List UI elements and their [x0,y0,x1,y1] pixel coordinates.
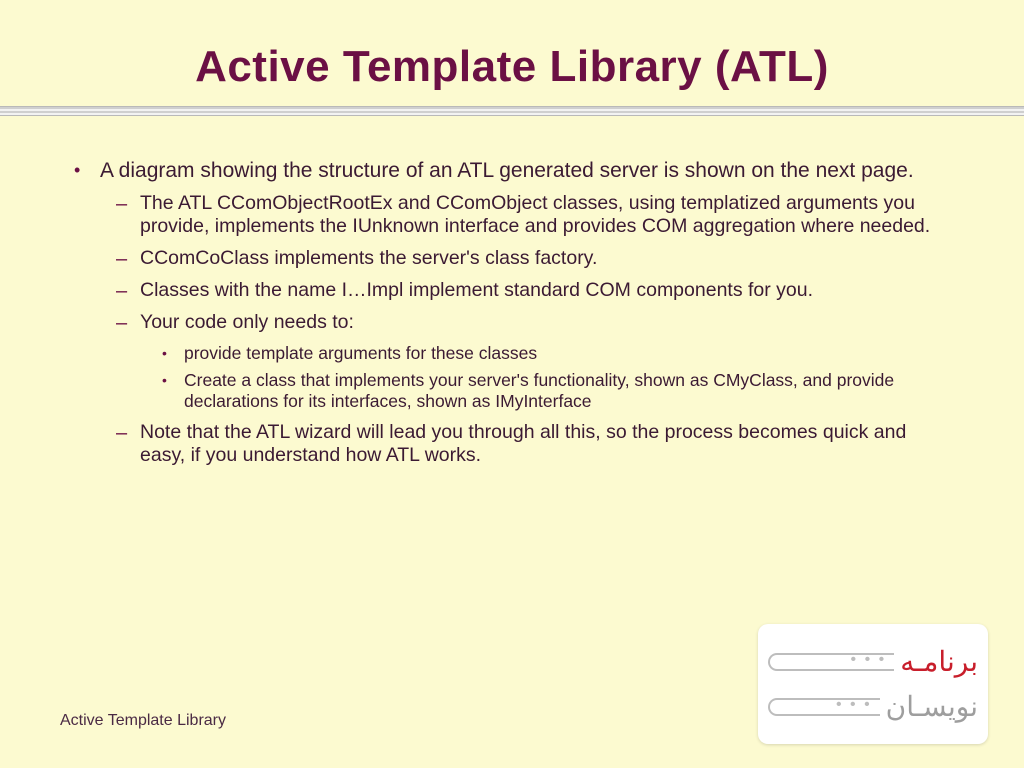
slide-title: Active Template Library (ATL) [0,42,1024,92]
bullet-l3: Create a class that implements your serv… [184,370,956,413]
logo-row-2: نویسـان [768,690,978,723]
bullet-l1: A diagram showing the structure of an AT… [100,158,956,184]
logo-dots-icon [768,653,894,671]
bullet-l2: Note that the ATL wizard will lead you t… [140,421,956,469]
title-divider [0,106,1024,116]
bullet-l2: Classes with the name I…Impl implement s… [140,279,956,303]
bullet-l3-group: provide template arguments for these cla… [140,343,956,413]
logo-dots-icon [768,698,880,716]
logo-text-2: نویسـان [886,690,978,723]
footer-left: Active Template Library [60,712,226,730]
logo-row-1: برنامـه [768,645,978,678]
bullet-l2: CComCoClass implements the server's clas… [140,247,956,271]
bullet-l2-group: The ATL CComObjectRootEx and CComObject … [100,192,956,469]
title-area: Active Template Library (ATL) [0,0,1024,92]
bullet-l2: Your code only needs to: [140,311,956,335]
bullet-l2: The ATL CComObjectRootEx and CComObject … [140,192,956,240]
bullet-l3: provide template arguments for these cla… [184,343,956,364]
logo-text-1: برنامـه [900,645,978,678]
slide-body: A diagram showing the structure of an AT… [0,116,1024,468]
watermark-logo: برنامـه نویسـان [758,624,988,744]
